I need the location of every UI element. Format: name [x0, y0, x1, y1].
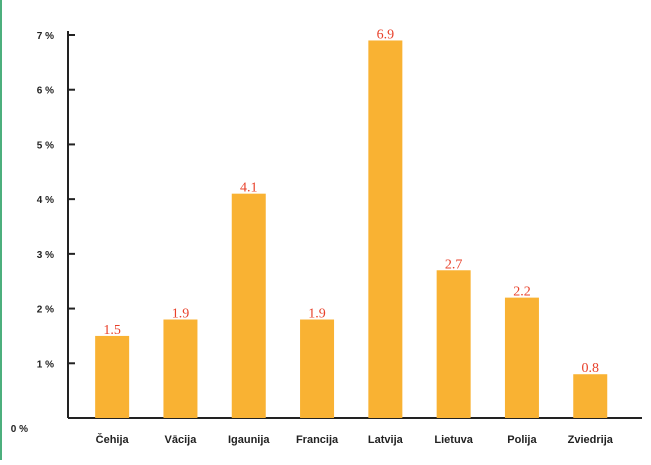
x-tick-label: Lietuva — [434, 434, 473, 446]
x-tick-label: Igaunija — [228, 434, 270, 446]
y-tick-label: 6 % — [37, 86, 54, 97]
x-axis: Čehija Vācija Igaunija Francija Latvija Lietu… — [68, 417, 642, 446]
bar — [163, 319, 198, 418]
x-tick-label: Zviedrija — [568, 434, 614, 446]
bar — [300, 319, 335, 418]
x-tick-label: Čehija — [96, 433, 130, 446]
x-tick-label: Polija — [507, 434, 537, 446]
bar — [231, 193, 266, 418]
bar — [95, 335, 130, 418]
bar — [573, 374, 608, 418]
x-tick-label: Vācija — [165, 434, 198, 446]
y-tick-label: 5 % — [37, 140, 54, 151]
y-tick-label: 1 % — [37, 359, 54, 370]
y-tick-label: 4 % — [37, 195, 54, 206]
bar — [436, 270, 471, 418]
data-label: 4.1 — [240, 181, 258, 196]
y-tick-label: 3 % — [37, 250, 54, 261]
data-label: 6.9 — [377, 27, 395, 42]
y-axis: 0 % 1 % 2 % 3 % 4 % 5 % 6 % 7 % — [11, 31, 75, 435]
data-label: 0.8 — [582, 361, 600, 376]
x-tick-label: Latvija — [368, 434, 404, 446]
bar — [368, 40, 403, 418]
y-tick-label: 2 % — [37, 305, 54, 316]
y-tick-label: 0 % — [11, 424, 28, 435]
data-label: 1.9 — [172, 307, 190, 322]
data-label: 2.2 — [513, 285, 531, 300]
bars — [95, 40, 608, 418]
x-tick-label: Francija — [296, 434, 339, 446]
data-labels: 1.5 1.9 4.1 1.9 6.9 2.7 2.2 0.8 — [103, 27, 599, 376]
data-label: 1.5 — [103, 323, 121, 338]
bar — [504, 297, 539, 418]
y-tick-label: 7 % — [37, 31, 54, 42]
data-label: 1.9 — [308, 307, 326, 322]
data-label: 2.7 — [445, 257, 463, 272]
